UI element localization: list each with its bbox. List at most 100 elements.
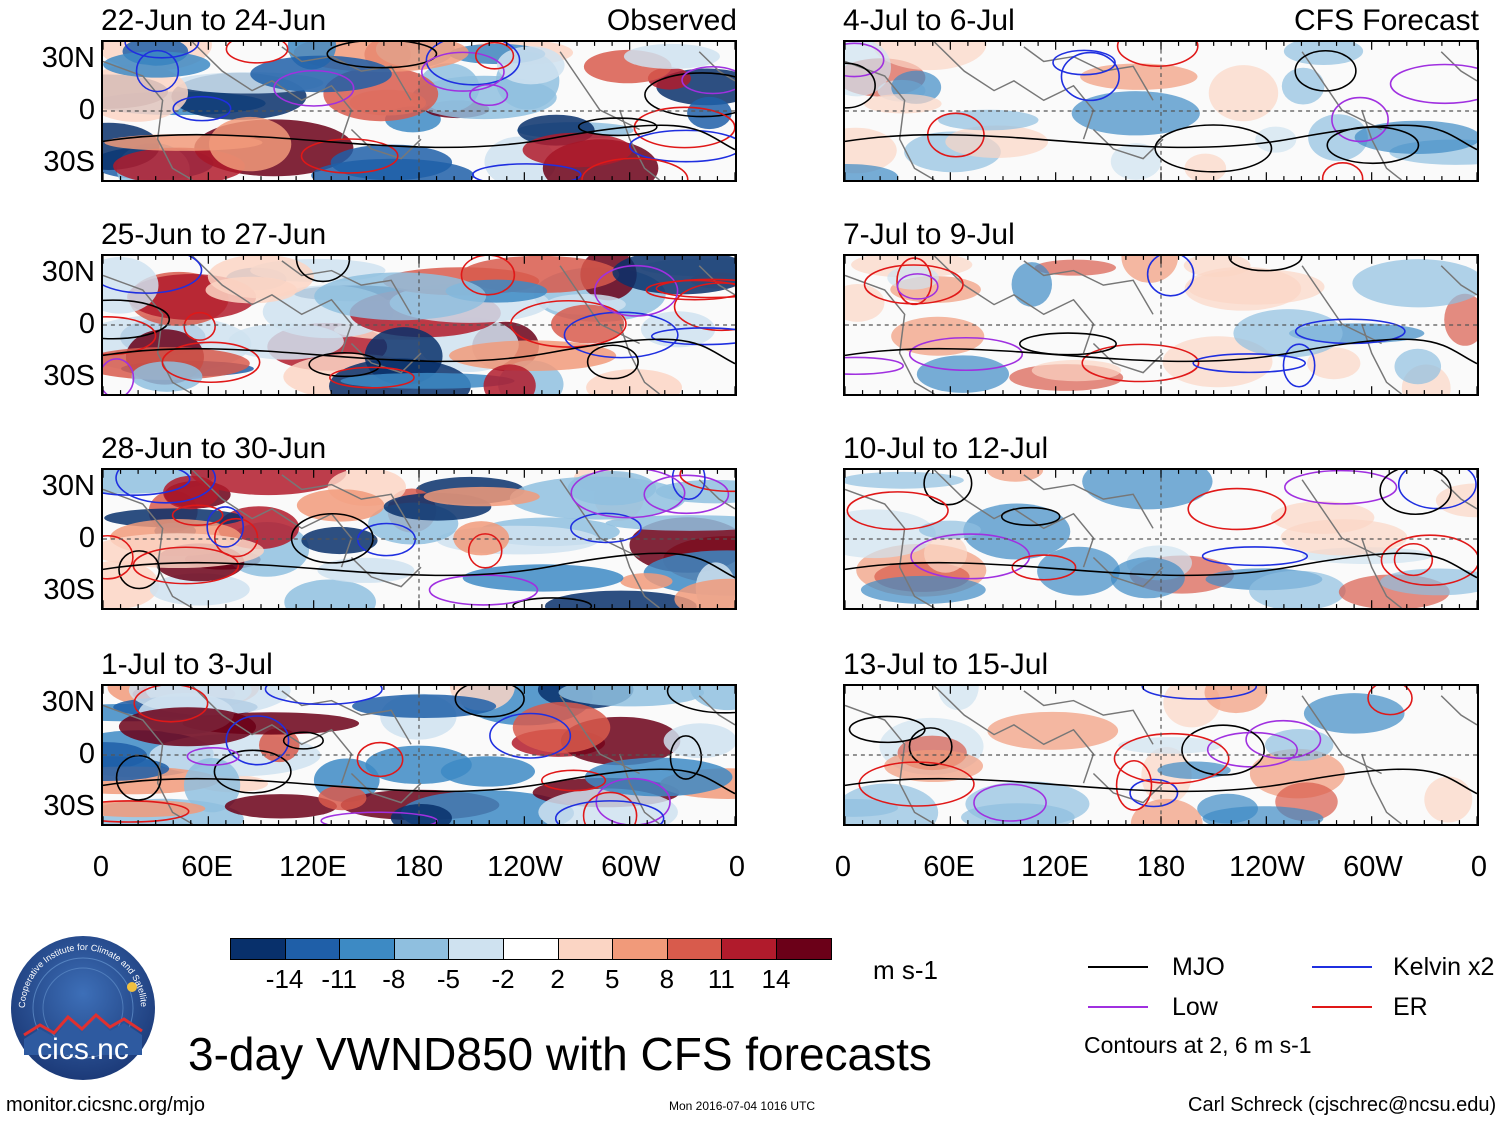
colorbar-label: -14 bbox=[265, 964, 304, 994]
contour bbox=[135, 49, 180, 93]
coastline bbox=[845, 488, 935, 608]
coastline bbox=[1301, 265, 1382, 345]
contour bbox=[541, 769, 607, 792]
coastline bbox=[1301, 51, 1382, 131]
wind-shading bbox=[1186, 269, 1325, 305]
contour bbox=[1393, 542, 1434, 577]
contour bbox=[183, 311, 216, 341]
mjo-contour bbox=[103, 338, 735, 365]
coastline bbox=[191, 686, 353, 784]
observed-panel-title-2: 25-Jun to 27-Jun bbox=[101, 218, 327, 251]
observed-panel-1 bbox=[101, 40, 737, 182]
lon-label-120w: 120W bbox=[487, 851, 563, 883]
coastline bbox=[845, 704, 935, 824]
wind-shading bbox=[1444, 293, 1477, 346]
wind-shading bbox=[364, 327, 443, 385]
contour bbox=[171, 504, 224, 526]
wind-shading bbox=[1303, 693, 1405, 734]
contour bbox=[593, 264, 679, 317]
wind-shading bbox=[462, 564, 624, 592]
observed-panel-2 bbox=[101, 254, 737, 396]
coastline bbox=[281, 260, 412, 315]
mjo-contour bbox=[103, 768, 735, 795]
wind-shading bbox=[509, 476, 686, 520]
wind-shading bbox=[317, 557, 415, 583]
contour bbox=[103, 534, 134, 580]
lon-label-60w: 60W bbox=[601, 851, 661, 883]
lon-label-0: 0 bbox=[728, 851, 746, 883]
contour bbox=[848, 715, 926, 744]
lon-label-120e: 120E bbox=[1021, 851, 1089, 883]
contour bbox=[582, 791, 638, 824]
forecast-panel-title-4: 13-Jul to 15-Jul bbox=[843, 648, 1049, 681]
mjo-contour bbox=[103, 552, 735, 579]
chart-title: 3-day VWND850 with CFS forecasts bbox=[188, 1028, 932, 1080]
contour bbox=[1389, 63, 1477, 105]
contour bbox=[425, 42, 521, 86]
wind-shading bbox=[987, 711, 1119, 750]
coastline bbox=[350, 556, 422, 588]
coastline bbox=[698, 51, 735, 82]
colorbar-label: -11 bbox=[321, 964, 358, 994]
coastline bbox=[1023, 260, 1154, 315]
wind-shading bbox=[1204, 686, 1268, 714]
contour bbox=[1000, 506, 1061, 527]
contour bbox=[186, 747, 240, 766]
contour bbox=[118, 550, 161, 590]
contour bbox=[1146, 256, 1195, 297]
wind-shading bbox=[1280, 519, 1408, 556]
contour bbox=[103, 470, 191, 496]
lon-label-120e: 120E bbox=[279, 851, 347, 883]
wind-shading bbox=[1071, 91, 1200, 136]
contour bbox=[225, 715, 290, 766]
coastline bbox=[1023, 46, 1154, 101]
forecast-panel-3 bbox=[843, 468, 1479, 610]
contour bbox=[845, 62, 876, 109]
wind-shading bbox=[423, 486, 540, 507]
coastline bbox=[191, 470, 353, 568]
wind-shading bbox=[103, 63, 189, 122]
contour bbox=[356, 741, 404, 778]
wind-shading bbox=[250, 55, 392, 93]
contour bbox=[671, 470, 706, 501]
observed-panel-3 bbox=[101, 468, 737, 610]
wind-shading bbox=[845, 283, 885, 322]
colorbar-swatch bbox=[393, 938, 450, 960]
contour bbox=[908, 727, 953, 767]
wind-shading bbox=[864, 94, 942, 114]
contour bbox=[512, 597, 593, 608]
contour bbox=[420, 51, 505, 92]
contour bbox=[469, 83, 509, 107]
coastline bbox=[933, 686, 1095, 784]
contour bbox=[577, 117, 658, 137]
lon-label-180: 180 bbox=[1136, 851, 1186, 883]
wind-shading bbox=[860, 575, 986, 604]
contour bbox=[1331, 96, 1389, 143]
lat-label-0: 0 bbox=[78, 94, 95, 126]
contour bbox=[489, 712, 572, 759]
wind-shading bbox=[1283, 42, 1364, 66]
coastline bbox=[619, 537, 660, 608]
author-credit: Carl Schreck (cjschrec@ncsu.edu) bbox=[1188, 1094, 1497, 1116]
coastline bbox=[933, 256, 1095, 354]
colorbar-label: 5 bbox=[604, 964, 620, 994]
observed-label: Observed bbox=[606, 4, 737, 37]
coastline bbox=[103, 704, 193, 824]
forecast-label: CFS Forecast bbox=[1293, 4, 1479, 37]
contour bbox=[124, 42, 200, 59]
wind-shading bbox=[1435, 483, 1477, 518]
contour bbox=[1380, 534, 1477, 586]
colorbar-label: -8 bbox=[382, 964, 406, 994]
coastline bbox=[933, 470, 1095, 568]
coastline bbox=[1092, 342, 1164, 374]
observed-panel-title-4: 1-Jul to 3-Jul bbox=[101, 648, 273, 681]
wind-shading bbox=[963, 503, 1071, 560]
wind-shading bbox=[113, 147, 245, 180]
wind-shading bbox=[453, 521, 510, 556]
wind-shading bbox=[207, 256, 314, 299]
observed-panel-4 bbox=[101, 684, 737, 826]
colorbar-label: -5 bbox=[436, 964, 460, 994]
site-link[interactable]: monitor.cicsnc.org/mjo bbox=[6, 1094, 205, 1116]
colorbar-swatch bbox=[666, 938, 723, 960]
contour bbox=[908, 336, 1024, 372]
